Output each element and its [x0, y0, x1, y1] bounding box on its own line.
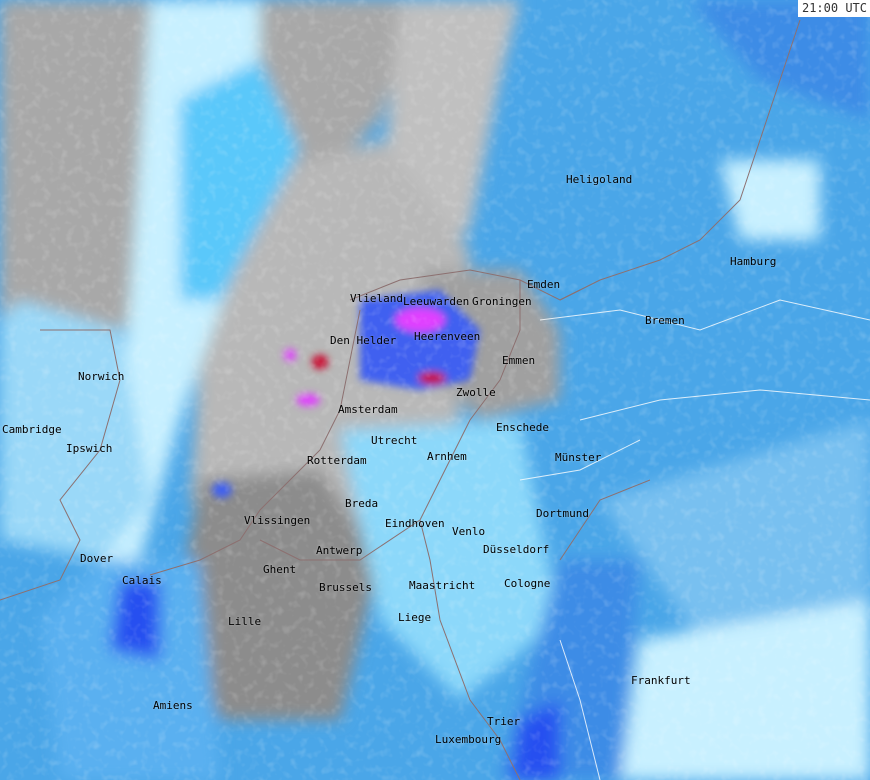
city-label-arnhem: Arnhem	[427, 450, 467, 463]
timestamp-label: 21:00 UTC	[797, 0, 870, 17]
city-label-venlo: Venlo	[452, 525, 486, 538]
city-label-vlissingen: Vlissingen	[244, 514, 311, 527]
city-label-emden: Emden	[527, 278, 561, 291]
city-label-amiens: Amiens	[153, 699, 193, 712]
city-label-trier: Trier	[487, 715, 521, 728]
city-label-munster: Münster	[555, 451, 602, 464]
city-label-norwich: Norwich	[78, 370, 125, 383]
city-label-hamburg: Hamburg	[730, 255, 777, 268]
city-label-brussels: Brussels	[319, 581, 372, 594]
borders-coastlines	[0, 19, 801, 780]
city-label-groningen: Groningen	[472, 295, 532, 308]
city-label-dover: Dover	[80, 552, 114, 565]
city-label-eindhoven: Eindhoven	[385, 517, 445, 530]
city-label-lille: Lille	[228, 615, 262, 628]
city-label-bremen: Bremen	[645, 314, 685, 327]
city-label-amsterdam: Amsterdam	[338, 403, 398, 416]
city-label-rotterdam: Rotterdam	[307, 454, 367, 467]
city-label-maastricht: Maastricht	[409, 579, 476, 592]
city-label-ghent: Ghent	[263, 563, 297, 576]
city-label-zwolle: Zwolle	[456, 386, 496, 399]
city-label-ipswich: Ipswich	[66, 442, 113, 455]
city-label-dortmund: Dortmund	[536, 507, 589, 520]
city-label-dusseldorf: Düsseldorf	[483, 543, 550, 556]
city-label-cambridge: Cambridge	[2, 423, 62, 436]
rivers-roads	[519, 299, 870, 780]
city-label-cologne: Cologne	[504, 577, 551, 590]
city-label-leeuwarden: Leeuwarden	[403, 295, 470, 308]
city-label-vlieland: Vlieland	[350, 292, 403, 305]
city-label-utrecht: Utrecht	[371, 434, 418, 447]
city-label-luxembourg: Luxembourg	[435, 733, 502, 746]
city-label-heerenveen: Heerenveen	[414, 330, 481, 343]
city-label-enschede: Enschede	[496, 421, 549, 434]
city-label-heligoland: Heligoland	[566, 173, 633, 186]
city-label-den-helder: Den Helder	[330, 334, 397, 347]
city-label-frankfurt: Frankfurt	[631, 674, 691, 687]
city-label-breda: Breda	[345, 497, 379, 510]
city-label-liege: Liege	[398, 611, 432, 624]
city-label-emmen: Emmen	[502, 354, 536, 367]
city-label-antwerp: Antwerp	[316, 544, 363, 557]
city-label-calais: Calais	[122, 574, 162, 587]
